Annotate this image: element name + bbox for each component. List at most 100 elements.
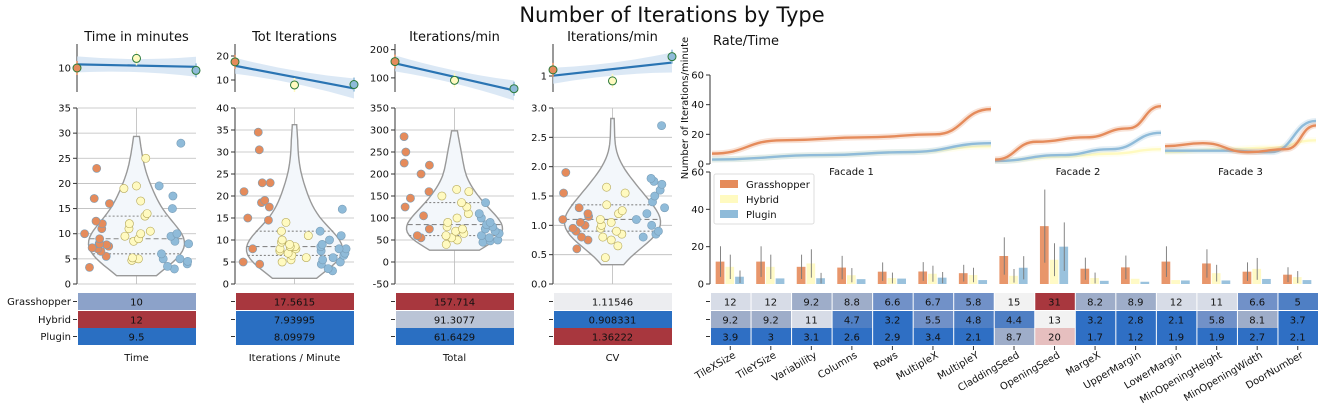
param-table-value: 20	[1048, 333, 1061, 344]
rate-line-grasshopper	[994, 104, 1162, 161]
param-table-value: 3.9	[722, 333, 738, 344]
bar-plugin	[1018, 267, 1028, 284]
bar-grasshopper	[958, 273, 968, 284]
data-point-plugin	[168, 191, 178, 201]
data-point-grasshopper	[583, 209, 593, 218]
rate-line-plugin	[994, 131, 1162, 163]
table-cell	[78, 311, 196, 328]
rate-y-label: Number of Iterations/minute	[680, 37, 691, 179]
data-point-hybrid	[132, 181, 141, 191]
violin-plot: 0 5 10 15 20 25 30 35	[58, 104, 196, 291]
param-table-value: 3.7	[1290, 316, 1306, 327]
bar-hybrid	[1171, 280, 1180, 284]
data-point-grasshopper	[425, 160, 434, 170]
bar-grasshopper	[1283, 274, 1292, 284]
panels: Time in minutes100510152025303510Grassho…	[7, 30, 677, 364]
param-table-cell	[873, 328, 913, 345]
table-cell-value: 17.5615	[274, 298, 315, 309]
data-point-plugin	[336, 231, 346, 240]
data-point-hybrid	[443, 217, 453, 227]
facade-panel-3: Facade 3	[1164, 117, 1317, 178]
y-tick-label: 35	[58, 104, 71, 115]
data-point-plugin	[168, 204, 177, 213]
bar-plugin	[1262, 278, 1271, 284]
param-table-cell	[1237, 328, 1278, 345]
data-point-hybrid	[142, 209, 152, 218]
data-point-hybrid	[141, 153, 151, 163]
data-point-grasshopper	[239, 187, 249, 196]
param-table-cell	[954, 328, 994, 345]
data-point-plugin	[646, 173, 656, 183]
data-point-hybrid	[452, 184, 462, 194]
summary-table: 1.11546 0.908331 1.36222 CV	[549, 293, 672, 364]
data-point-grasshopper	[95, 234, 105, 244]
table-cell-value: 12	[130, 316, 143, 327]
bar-hybrid	[847, 275, 856, 284]
table-cell-value: 9.5	[129, 333, 145, 344]
bar-plugin	[1180, 280, 1190, 284]
trend-line	[234, 64, 355, 90]
data-point-plugin	[638, 232, 648, 242]
y-tick-label: 200	[370, 170, 389, 181]
data-point-grasshopper	[577, 232, 586, 242]
data-point-grasshopper	[424, 187, 434, 196]
data-point-hybrid	[120, 231, 130, 241]
data-point-grasshopper	[105, 199, 114, 208]
data-point-grasshopper	[561, 168, 571, 177]
param-table-value: 8.8	[844, 298, 860, 309]
table-x-label: Total	[442, 353, 466, 364]
trend-point-hybrid	[290, 80, 299, 90]
y-tick-label: 35	[216, 126, 229, 137]
data-point-hybrid	[452, 213, 462, 223]
param-table-cell	[1197, 293, 1237, 310]
data-point-grasshopper	[572, 244, 582, 254]
y-tick-label: 5	[65, 254, 71, 265]
row-label: Hybrid	[38, 315, 71, 326]
bar-hybrid	[725, 266, 735, 284]
param-table-value: 1.9	[1209, 333, 1225, 344]
legend-swatch-plugin	[720, 210, 738, 218]
y-tick-label: 0	[65, 280, 71, 291]
param-table-value: 8.2	[1087, 298, 1103, 309]
param-table-value: 2.1	[966, 333, 982, 344]
param-table-value: 8.7	[1006, 333, 1022, 344]
table-cell	[554, 293, 672, 310]
bar-grasshopper	[1121, 267, 1130, 284]
param-table-value: 2.1	[1168, 316, 1184, 327]
param-table-cell	[1278, 311, 1318, 328]
param-table-value: 2.8	[1128, 316, 1144, 327]
param-table-cell	[1197, 311, 1237, 328]
bar-y-tick-label: 60	[691, 168, 704, 179]
legend-swatch-hybrid	[720, 195, 738, 203]
data-point-plugin	[176, 138, 186, 148]
trend-point-plugin	[191, 65, 201, 75]
rate-y-tick-label: 20	[691, 130, 704, 141]
data-point-plugin	[474, 209, 484, 218]
data-point-hybrid	[119, 184, 129, 193]
param-table-cell	[1156, 293, 1197, 310]
data-point-plugin	[660, 203, 669, 213]
param-table-value: 8.1	[1249, 316, 1265, 327]
y-tick-label: 30	[58, 129, 71, 140]
param-table-cell	[832, 293, 873, 310]
y-tick-label: -50	[373, 280, 389, 291]
param-table-cell	[751, 293, 792, 310]
table-cell-value: 91.3077	[434, 316, 475, 327]
data-point-grasshopper	[559, 188, 568, 198]
data-point-hybrid	[285, 239, 295, 249]
data-point-plugin	[183, 256, 193, 266]
data-point-plugin	[154, 181, 164, 191]
bar-grasshopper	[1080, 268, 1090, 284]
data-point-grasshopper	[568, 223, 578, 233]
data-point-grasshopper	[399, 158, 409, 168]
data-point-plugin	[657, 121, 666, 130]
param-table-value: 5	[1295, 298, 1301, 309]
param-table-cell	[1075, 293, 1116, 310]
param-table-value: 2.1	[1290, 333, 1306, 344]
data-point-grasshopper	[265, 178, 275, 188]
y-tick-label: 25	[216, 170, 229, 181]
param-table-cell	[792, 311, 832, 328]
param-table-cell	[994, 293, 1035, 310]
parameter-bar-chart: 0 20 40 60 Grasshopper Hybrid Plugin 12 12 9.2 8.8…	[691, 168, 1318, 406]
data-point-grasshopper	[558, 215, 568, 224]
